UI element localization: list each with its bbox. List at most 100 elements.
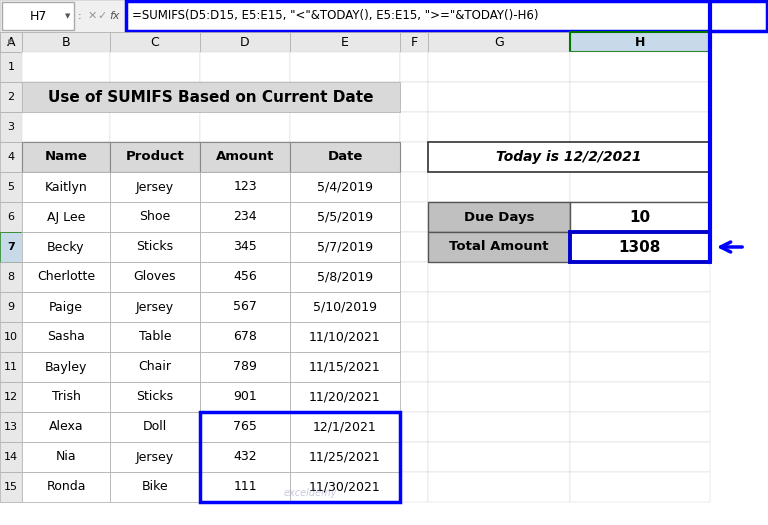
Bar — [110, 442, 200, 472]
Bar — [0, 472, 22, 502]
Bar — [22, 82, 400, 112]
Text: C: C — [151, 36, 160, 48]
Text: 5/8/2019: 5/8/2019 — [317, 270, 373, 284]
Text: Jersey: Jersey — [136, 450, 174, 464]
Bar — [110, 262, 200, 292]
Bar — [400, 382, 428, 412]
Bar — [200, 232, 290, 262]
Text: D: D — [240, 36, 250, 48]
Bar — [290, 442, 400, 472]
Bar — [290, 442, 400, 472]
Bar — [428, 52, 570, 82]
Bar — [200, 52, 290, 82]
Bar — [570, 82, 710, 112]
Text: Jersey: Jersey — [136, 181, 174, 194]
Text: 765: 765 — [233, 421, 257, 434]
Text: Jersey: Jersey — [136, 300, 174, 313]
Bar — [570, 112, 710, 142]
Bar — [22, 292, 110, 322]
Bar — [22, 382, 110, 412]
Bar — [200, 442, 290, 472]
Bar — [400, 232, 428, 262]
Bar — [290, 202, 400, 232]
Bar — [428, 262, 570, 292]
Bar — [290, 202, 400, 232]
Text: Cherlotte: Cherlotte — [37, 270, 95, 284]
Bar — [22, 352, 110, 382]
Text: 123: 123 — [233, 181, 257, 194]
Bar — [400, 262, 428, 292]
Bar — [290, 142, 400, 172]
Text: 4: 4 — [8, 152, 15, 162]
Text: ✕: ✕ — [88, 11, 97, 21]
Bar — [22, 472, 110, 502]
Bar — [400, 292, 428, 322]
Bar — [0, 112, 22, 142]
Bar — [290, 412, 400, 442]
Text: 13: 13 — [4, 422, 18, 432]
Bar — [290, 352, 400, 382]
Bar — [290, 322, 400, 352]
Bar — [290, 292, 400, 322]
Bar — [0, 352, 22, 382]
Bar — [110, 352, 200, 382]
Bar — [200, 172, 290, 202]
Text: Sasha: Sasha — [47, 331, 85, 343]
Text: 7: 7 — [7, 242, 15, 252]
Text: 11/15/2021: 11/15/2021 — [310, 361, 381, 373]
Bar — [110, 292, 200, 322]
Bar — [400, 412, 428, 442]
Bar — [22, 232, 110, 262]
Text: 2: 2 — [8, 92, 15, 102]
Bar — [22, 292, 110, 322]
Bar — [428, 442, 570, 472]
Bar — [290, 232, 400, 262]
Bar — [290, 352, 400, 382]
Text: 567: 567 — [233, 300, 257, 313]
Bar — [110, 172, 200, 202]
Bar — [428, 352, 570, 382]
Bar — [428, 292, 570, 322]
Text: 10: 10 — [630, 209, 650, 225]
Bar — [110, 382, 200, 412]
Bar — [110, 472, 200, 502]
Text: H7: H7 — [29, 9, 47, 23]
Bar — [0, 382, 22, 412]
Bar — [110, 412, 200, 442]
Bar — [200, 352, 290, 382]
Text: 12: 12 — [4, 392, 18, 402]
Text: Product: Product — [126, 151, 184, 163]
Text: 432: 432 — [233, 450, 257, 464]
Bar — [22, 172, 110, 202]
Bar — [110, 412, 200, 442]
Bar — [290, 32, 400, 52]
Text: 11/20/2021: 11/20/2021 — [310, 391, 381, 404]
Bar — [570, 292, 710, 322]
Bar — [428, 172, 570, 202]
Text: Sticks: Sticks — [137, 391, 174, 404]
Text: Amount: Amount — [216, 151, 274, 163]
Bar — [400, 172, 428, 202]
Bar — [428, 382, 570, 412]
Bar — [200, 472, 290, 502]
Bar — [570, 32, 710, 52]
Text: Chair: Chair — [138, 361, 171, 373]
Text: A: A — [7, 36, 15, 48]
Bar — [22, 322, 110, 352]
Bar — [110, 82, 200, 112]
Bar — [428, 472, 570, 502]
Bar — [22, 322, 110, 352]
Bar — [290, 322, 400, 352]
Text: 1: 1 — [8, 62, 15, 72]
Bar — [400, 32, 428, 52]
Bar — [428, 322, 570, 352]
Text: =SUMIFS(D5:D15, E5:E15, "<"&TODAY(), E5:E15, ">="&TODAY()-H6): =SUMIFS(D5:D15, E5:E15, "<"&TODAY(), E5:… — [132, 9, 538, 23]
Text: Kaitlyn: Kaitlyn — [45, 181, 88, 194]
Bar — [428, 142, 570, 172]
Bar — [290, 412, 400, 442]
Bar — [200, 292, 290, 322]
Bar — [290, 292, 400, 322]
Bar — [570, 262, 710, 292]
Bar — [110, 292, 200, 322]
Bar — [570, 352, 710, 382]
